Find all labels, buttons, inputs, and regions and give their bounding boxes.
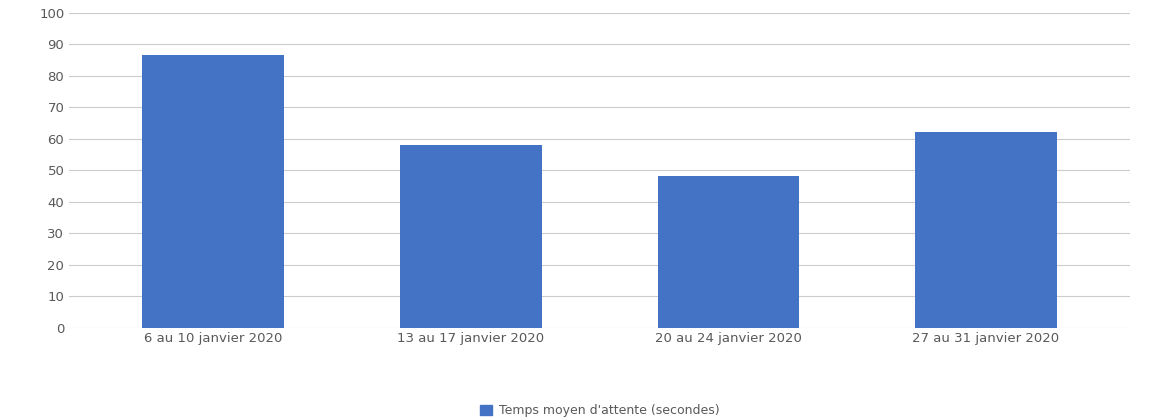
Bar — [657, 176, 799, 328]
Bar — [400, 145, 542, 328]
Bar — [142, 55, 284, 328]
Legend: Temps moyen d'attente (secondes): Temps moyen d'attente (secondes) — [475, 399, 724, 420]
Bar — [915, 132, 1057, 328]
